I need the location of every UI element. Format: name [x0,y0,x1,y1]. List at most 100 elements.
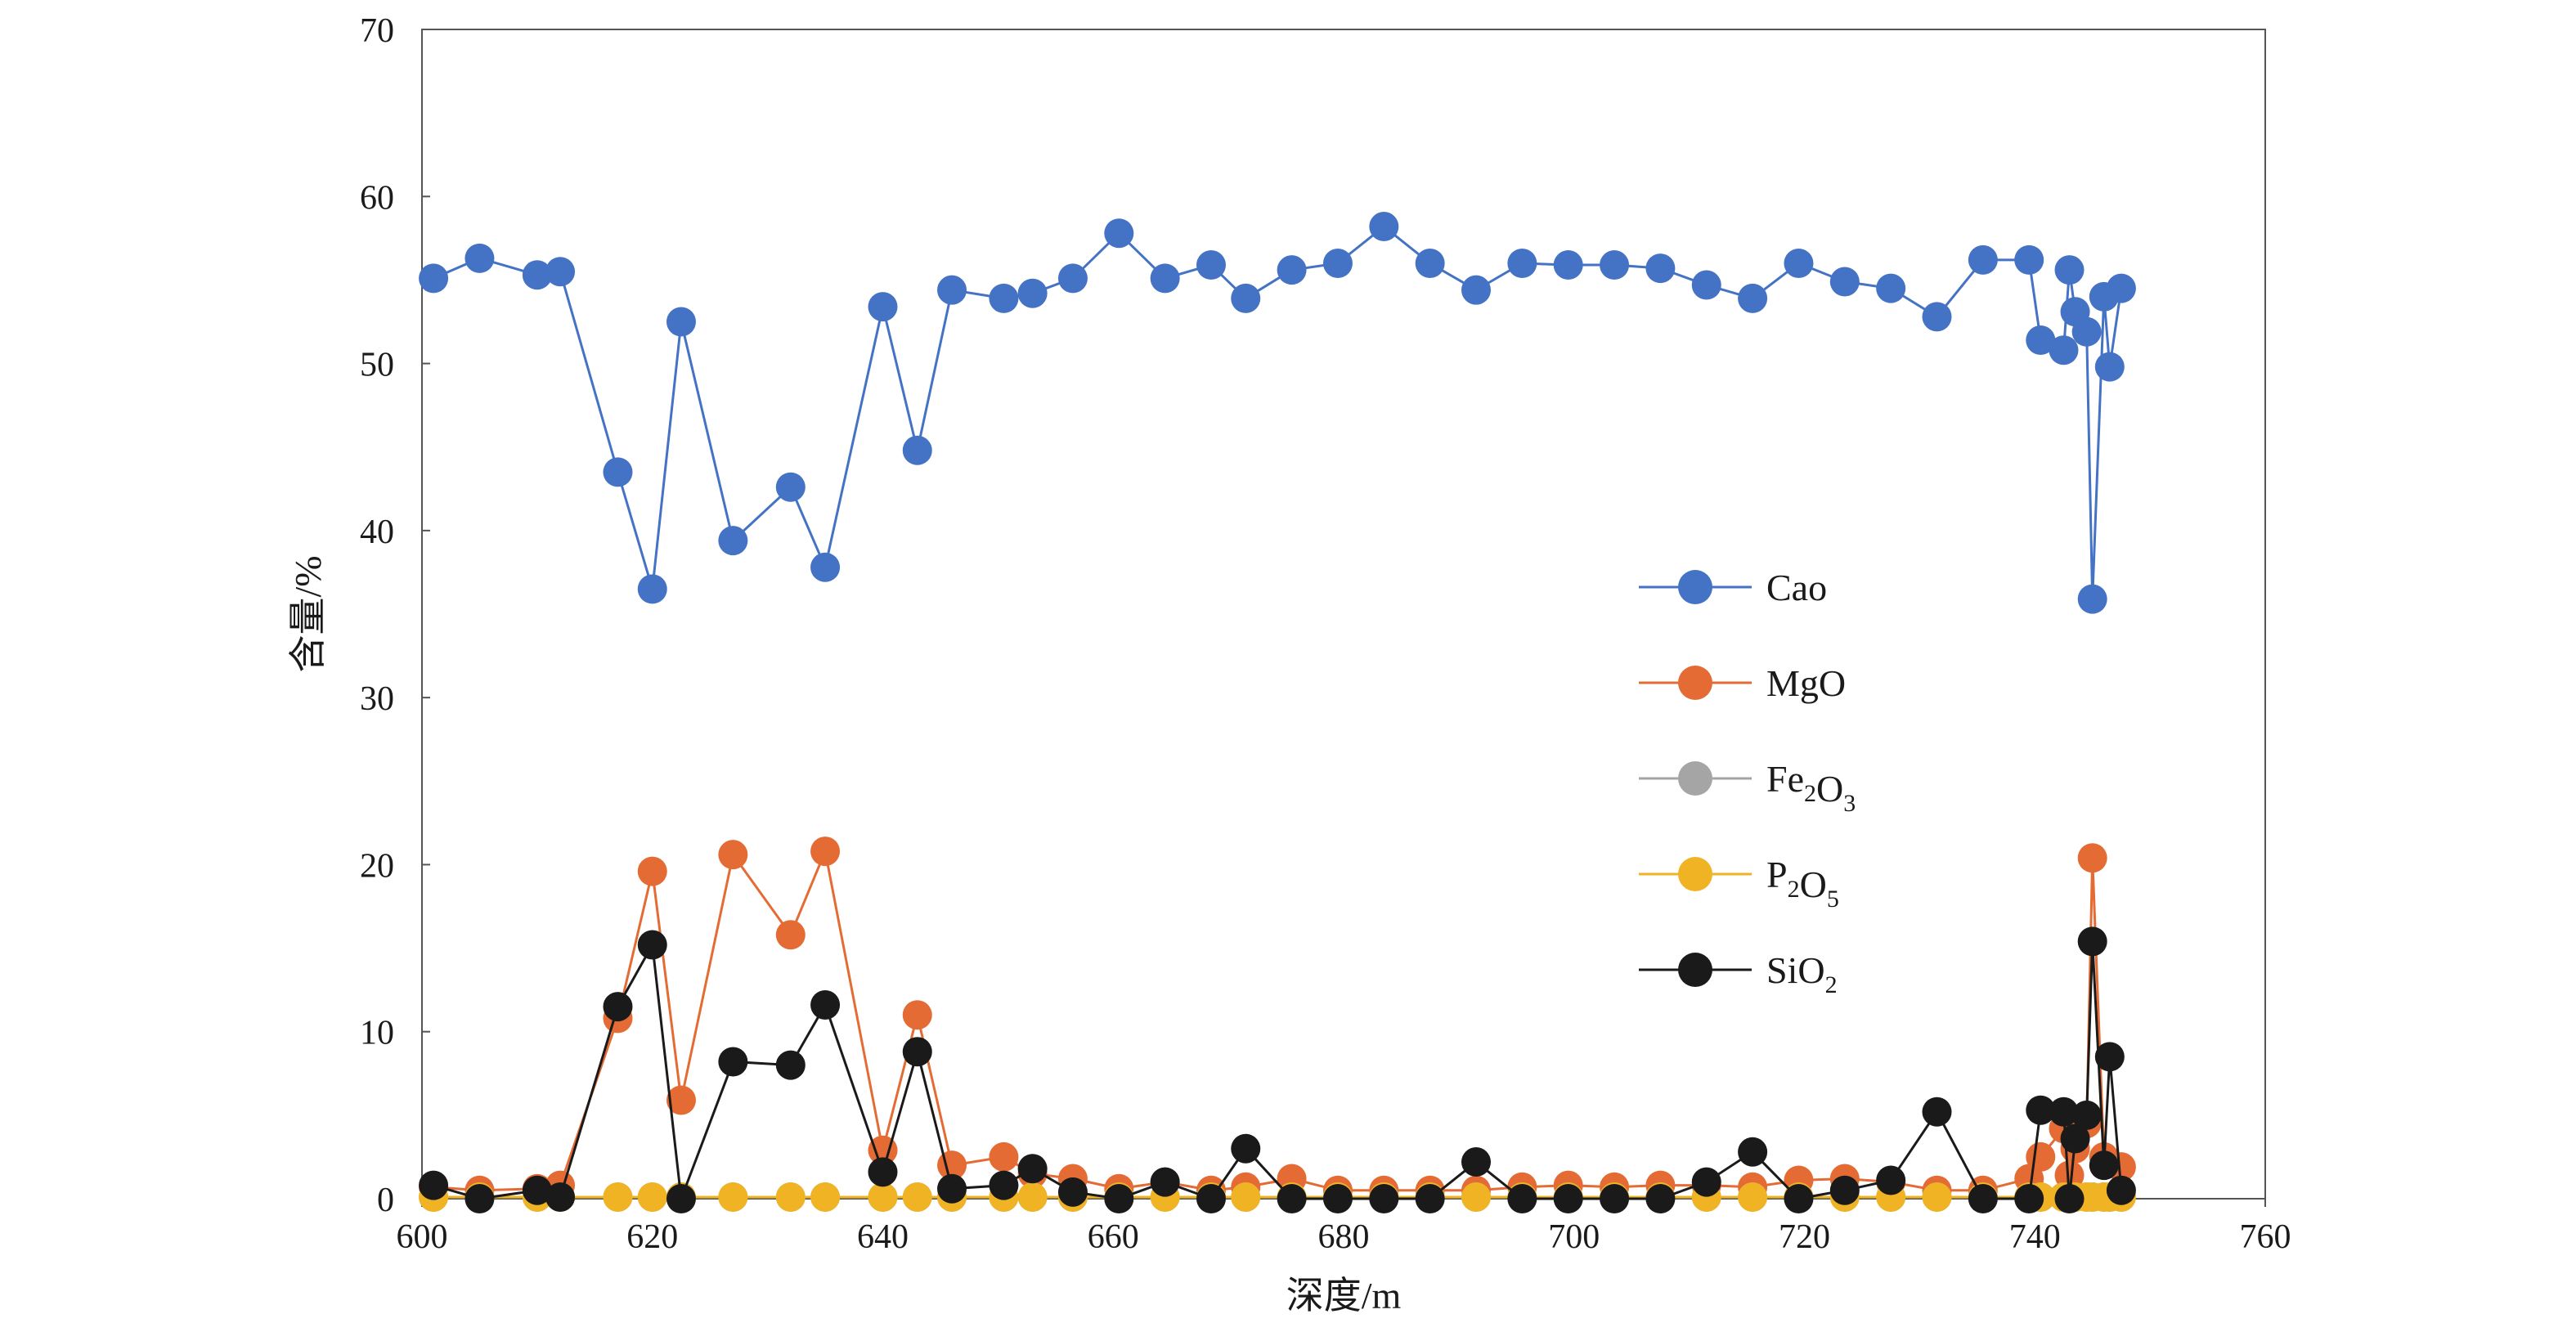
data-point-mgo [810,836,841,867]
data-point-cao [1196,250,1226,280]
y-tick-label: 60 [360,179,394,217]
x-tick-label: 600 [397,1218,448,1256]
y-tick-label: 20 [360,847,394,885]
data-point-cao [1277,255,1307,285]
data-point-sio2 [1829,1175,1860,1205]
legend-marker [1678,761,1712,796]
data-point-sio2 [2077,926,2107,957]
data-point-cao [603,457,633,487]
data-point-cao [1150,263,1180,294]
data-point-cao [1369,212,1399,242]
data-point-sio2 [2094,1042,2125,1072]
series-layer [419,212,2136,1213]
data-point-cao [1057,263,1088,294]
data-point-sio2 [868,1157,898,1187]
x-tick-label: 660 [1088,1218,1139,1256]
data-point-sio2 [718,1047,748,1077]
data-point-sio2 [1507,1184,1537,1213]
data-point-cao [522,260,552,290]
data-point-cao [2071,316,2102,347]
data-point-cao [2049,335,2079,366]
data-point-mgo [637,856,667,886]
data-point-mgo [718,840,748,870]
data-point-sio2 [1553,1184,1583,1213]
legend-item-sio2: SiO2 [1639,949,1838,998]
data-point-sio2 [1738,1137,1768,1167]
legend-item-cao: Cao [1639,567,1827,608]
data-point-p2o5 [902,1182,932,1212]
data-point-mgo [2026,1141,2056,1172]
data-point-cao [989,283,1019,313]
data-point-sio2 [1369,1184,1399,1213]
data-point-sio2 [2014,1184,2044,1213]
x-axis-title: 深度/m [1286,1275,1402,1316]
data-point-sio2 [2054,1184,2085,1213]
data-point-sio2 [1922,1097,1952,1127]
data-point-sio2 [419,1170,449,1200]
data-point-cao [1507,249,1537,278]
data-point-sio2 [1322,1184,1353,1213]
data-point-p2o5 [868,1182,898,1212]
data-point-sio2 [603,992,633,1022]
data-point-cao [464,243,495,273]
data-point-sio2 [2071,1100,2102,1130]
data-point-cao [2014,244,2044,275]
series-line-mgo [433,846,2122,1192]
data-point-cao [545,257,576,287]
data-point-sio2 [2060,1123,2090,1154]
y-axis: 0 10 20 30 40 50 60 70 [360,12,430,1219]
data-point-p2o5 [810,1182,841,1212]
data-point-sio2 [464,1184,495,1213]
series-line-cao [433,225,2123,599]
data-point-sio2 [1691,1167,1721,1197]
legend: Cao MgO Fe2O3 P2O5 SiO2 [1639,567,1856,998]
legend-label: MgO [1766,662,1846,704]
data-point-sio2 [2106,1175,2136,1205]
data-point-cao [1104,218,1134,249]
data-point-mgo [775,920,806,950]
legend-item-p2o5: P2O5 [1639,854,1839,913]
data-point-sio2 [1968,1184,1998,1213]
data-point-cao [1968,244,1998,275]
legend-marker [1678,857,1712,891]
data-point-sio2 [1150,1167,1180,1197]
y-tick-label: 30 [360,680,394,718]
x-tick-label: 700 [1548,1218,1600,1256]
data-point-sio2 [2049,1097,2079,1127]
data-point-sio2 [1461,1147,1492,1177]
data-point-cao [1322,249,1353,278]
legend-item-fe2o3: Fe2O3 [1639,758,1856,817]
data-point-p2o5 [1231,1182,1261,1212]
legend-label: Cao [1766,567,1827,608]
data-point-mgo [2077,843,2107,873]
data-point-cao [2026,325,2056,355]
data-point-p2o5 [1738,1182,1768,1212]
data-point-cao [1415,249,1445,278]
data-point-cao [1231,283,1261,313]
data-point-cao [1553,250,1583,280]
y-tick-label: 50 [360,347,394,384]
data-point-cao [1829,267,1860,297]
data-point-sio2 [1017,1154,1048,1184]
data-point-sio2 [1876,1165,1906,1195]
data-point-p2o5 [603,1182,633,1212]
y-tick-label: 40 [360,514,394,551]
x-tick-label: 720 [1779,1218,1830,1256]
data-point-cao [1600,250,1630,280]
data-point-cao [1876,273,1906,303]
x-tick-label: 760 [2240,1218,2291,1256]
x-tick-label: 620 [626,1218,678,1256]
data-point-sio2 [989,1170,1019,1200]
y-tick-label: 70 [360,12,394,50]
data-point-cao [2077,584,2107,614]
data-point-sio2 [637,930,667,960]
legend-item-mgo: MgO [1639,662,1846,704]
data-point-sio2 [937,1173,967,1204]
data-point-mgo [902,1000,932,1030]
x-tick-label: 640 [857,1218,909,1256]
data-point-cao [775,472,806,502]
y-tick-label: 10 [360,1015,394,1052]
data-point-cao [902,435,932,465]
data-point-cao [1922,302,1952,332]
legend-label: P2O5 [1766,854,1839,913]
